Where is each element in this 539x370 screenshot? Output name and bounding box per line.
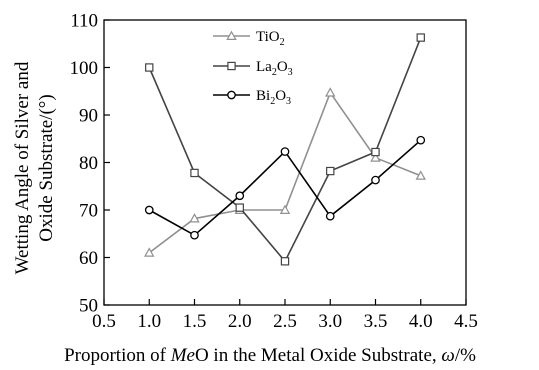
- legend-item-bi: Bi2O3: [213, 88, 291, 107]
- data-point-bi: [144, 205, 154, 215]
- legend-item-la: La2O3: [213, 59, 293, 78]
- legend-marker-bi: [227, 90, 236, 100]
- x-tick-label: 2.0: [228, 311, 252, 332]
- x-tick-label: 2.5: [273, 311, 297, 332]
- x-tick-label: 4.5: [454, 311, 478, 332]
- data-point-la: [190, 168, 199, 178]
- data-point-bi: [325, 211, 335, 221]
- data-point-la: [235, 203, 244, 212]
- x-tick-label: 3.5: [364, 311, 388, 332]
- data-point-tio: [279, 204, 291, 214]
- legend-label-tio: TiO2: [256, 29, 285, 48]
- data-point-tio: [325, 87, 336, 97]
- data-point-tio: [189, 213, 200, 223]
- x-tick-label: 1.5: [183, 311, 207, 332]
- x-tick-label: 3.0: [318, 311, 342, 332]
- legend-marker-tio: [226, 30, 237, 40]
- y-tick-label: 90: [79, 106, 98, 127]
- data-point-la: [416, 33, 425, 42]
- x-axis-label-part-5: /%: [455, 345, 476, 366]
- data-point-bi: [371, 175, 380, 185]
- data-point-bi: [235, 191, 245, 201]
- y-tick-label: 80: [79, 153, 98, 174]
- series-line-tio: [148, 90, 422, 254]
- data-point-la: [280, 257, 290, 266]
- y-tick-label: 100: [70, 58, 99, 79]
- x-axis-label-part-1: Proportion of: [64, 345, 171, 366]
- legend: TiO2 La2O3 Bi2O3: [213, 29, 293, 107]
- series-tio: [144, 87, 426, 257]
- y-axis-label-line-2: Oxide Substrate/(°): [36, 94, 57, 241]
- y-axis-ticks: 50 60 70 80 90 100 110: [70, 11, 110, 317]
- data-point-tio: [415, 170, 426, 180]
- y-tick-label: 70: [79, 201, 98, 222]
- x-tick-label: 0.5: [92, 311, 116, 332]
- series-bi: [144, 135, 426, 240]
- data-point-la: [145, 63, 154, 72]
- series-la: [145, 33, 425, 266]
- x-tick-label: 4.0: [409, 311, 433, 332]
- y-tick-label: 110: [70, 11, 98, 32]
- series-layer: [144, 33, 426, 266]
- data-point-la: [371, 147, 380, 157]
- data-point-bi: [416, 135, 426, 145]
- y-tick-label: 60: [79, 248, 98, 269]
- legend-marker-la: [227, 61, 236, 71]
- x-axis-label: Proportion of MeO in the Metal Oxide Sub…: [64, 345, 476, 366]
- x-axis-ticks: 0.5 1.0 1.5 2.0 2.5 3.0 3.5 4.0 4.5: [92, 299, 478, 332]
- legend-item-tio: TiO2: [213, 29, 285, 48]
- data-point-bi: [280, 147, 290, 156]
- x-axis-label-part-4: ω: [441, 345, 454, 366]
- legend-label-bi: Bi2O3: [256, 88, 291, 107]
- x-axis-label-part-3: O in the Metal Oxide Substrate,: [195, 345, 441, 366]
- x-tick-label: 1.0: [137, 311, 161, 332]
- y-tick-label: 50: [79, 296, 98, 317]
- data-point-tio: [144, 247, 155, 257]
- x-axis-label-part-2: Me: [170, 345, 195, 366]
- y-axis-label-line-1: Wetting Angle of Silver and: [12, 61, 33, 274]
- data-point-la: [326, 166, 335, 176]
- legend-label-la: La2O3: [256, 59, 293, 78]
- data-point-tio: [370, 152, 381, 162]
- data-point-bi: [190, 230, 199, 240]
